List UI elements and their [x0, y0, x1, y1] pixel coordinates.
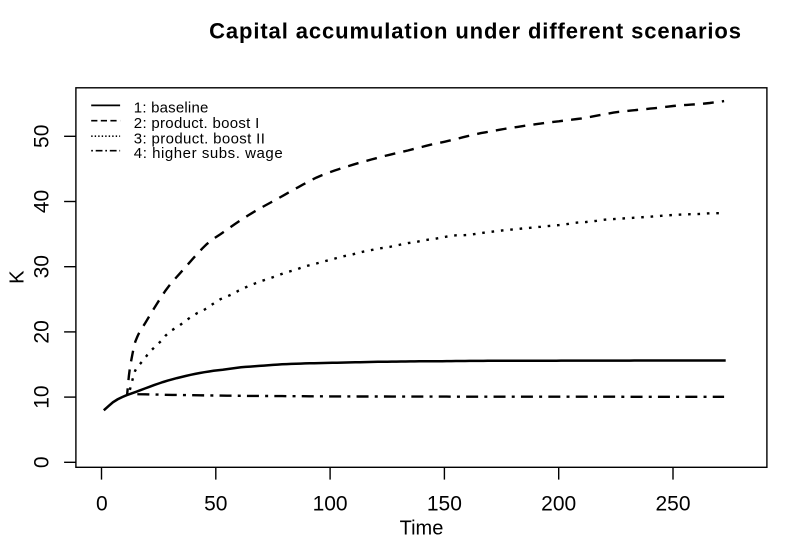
svg-text:30: 30: [30, 255, 53, 278]
svg-text:Time: Time: [400, 518, 444, 540]
svg-text:50: 50: [30, 125, 53, 148]
svg-text:200: 200: [541, 493, 576, 516]
svg-text:0: 0: [96, 493, 108, 516]
svg-text:1: baseline: 1: baseline: [134, 100, 209, 117]
svg-text:150: 150: [427, 493, 462, 516]
svg-text:250: 250: [655, 493, 690, 516]
svg-text:Capital accumulation under dif: Capital accumulation under different sce…: [209, 19, 742, 44]
svg-text:3: product. boost II: 3: product. boost II: [134, 131, 265, 148]
svg-text:K: K: [7, 270, 29, 284]
svg-text:10: 10: [30, 385, 53, 408]
svg-text:4: higher subs. wage: 4: higher subs. wage: [134, 145, 283, 162]
svg-text:2: product. boost I: 2: product. boost I: [134, 115, 260, 132]
svg-text:100: 100: [313, 493, 348, 516]
svg-text:0: 0: [30, 456, 53, 468]
svg-text:50: 50: [204, 493, 227, 516]
svg-text:40: 40: [30, 190, 53, 213]
svg-text:20: 20: [30, 320, 53, 343]
